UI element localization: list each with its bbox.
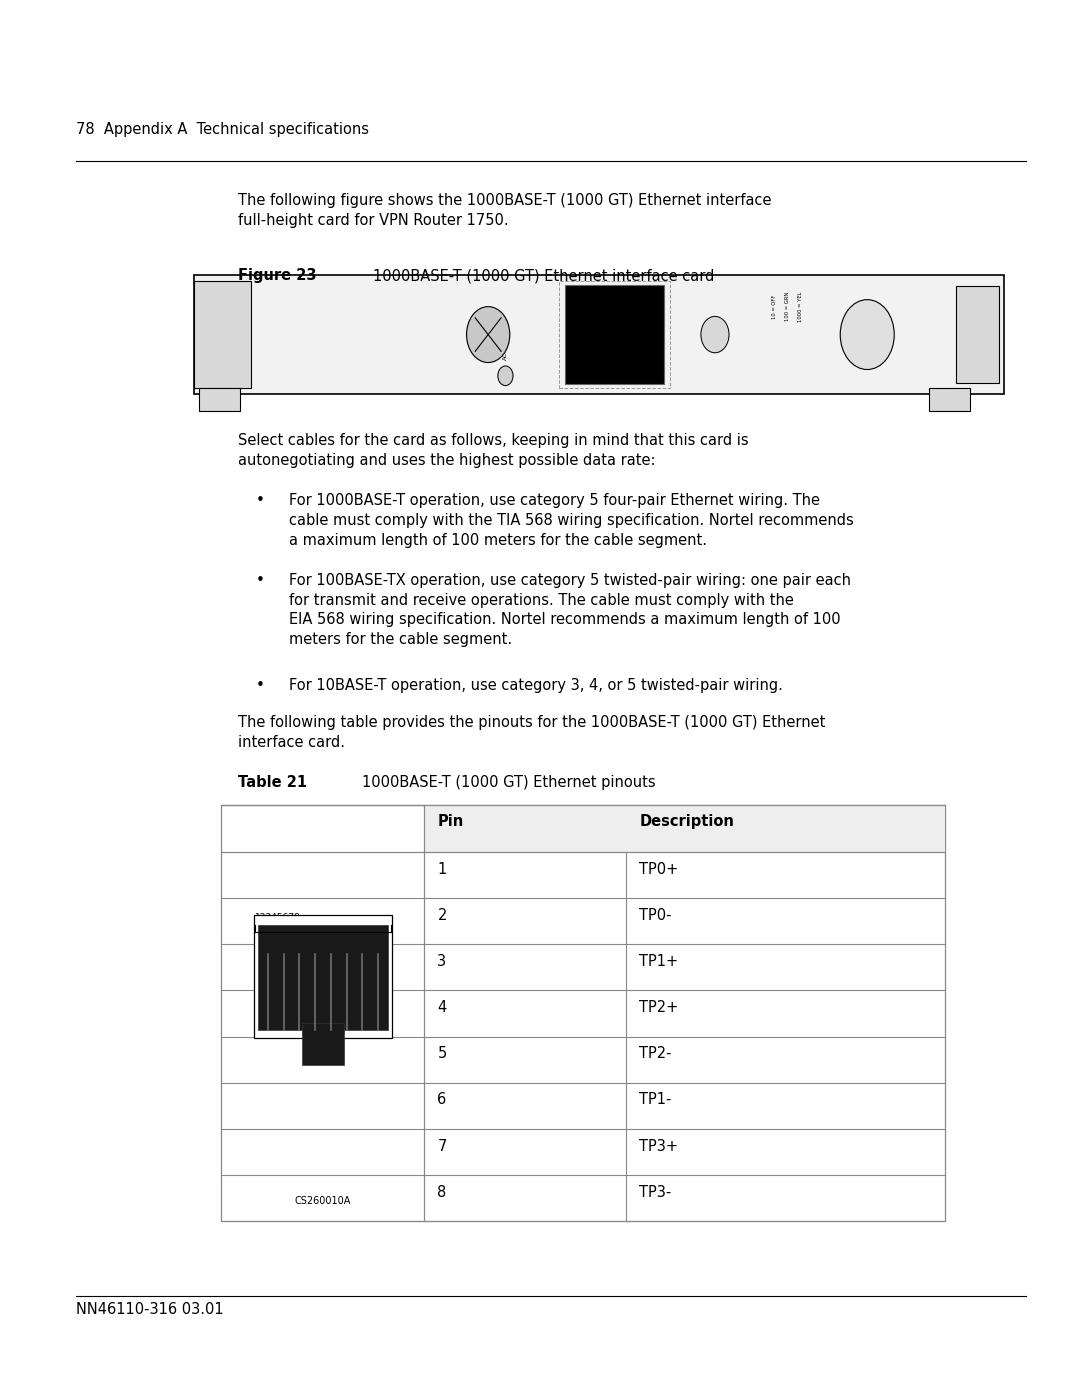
Text: 78  Appendix A  Technical specifications: 78 Appendix A Technical specifications: [76, 122, 368, 137]
Text: For 10BASE-T operation, use category 3, 4, or 5 twisted-pair wiring.: For 10BASE-T operation, use category 3, …: [289, 678, 783, 693]
Text: ACT/LNK: ACT/LNK: [503, 332, 508, 360]
Text: 2: 2: [437, 908, 447, 923]
Text: 8: 8: [437, 1185, 447, 1200]
Bar: [559, 281, 670, 388]
Bar: [194, 281, 251, 388]
Bar: [929, 388, 970, 411]
Bar: [254, 915, 392, 1038]
Text: TP0+: TP0+: [639, 862, 678, 877]
Text: Table 21: Table 21: [238, 775, 307, 791]
Text: 7: 7: [437, 1139, 447, 1154]
Text: For 100BASE-TX operation, use category 5 twisted-pair wiring: one pair each
for : For 100BASE-TX operation, use category 5…: [289, 573, 851, 647]
Bar: [258, 925, 388, 1030]
Text: 1000BASE-T (1000 GT) Ethernet interface card: 1000BASE-T (1000 GT) Ethernet interface …: [373, 268, 714, 284]
Text: Select cables for the card as follows, keeping in mind that this card is
autoneg: Select cables for the card as follows, k…: [238, 433, 748, 468]
Text: 4: 4: [437, 1000, 447, 1016]
Text: 1000BASE-T (1000 GT) Ethernet pinouts: 1000BASE-T (1000 GT) Ethernet pinouts: [362, 775, 656, 791]
Text: TP0-: TP0-: [639, 908, 672, 923]
Text: The following figure shows the 1000BASE-T (1000 GT) Ethernet interface
full-heig: The following figure shows the 1000BASE-…: [238, 193, 771, 228]
Circle shape: [467, 307, 510, 363]
Text: 100 = GRN: 100 = GRN: [785, 292, 791, 321]
Text: 5: 5: [437, 1046, 447, 1062]
Bar: [424, 805, 945, 852]
Bar: [194, 275, 1004, 394]
Circle shape: [498, 366, 513, 386]
Text: •: •: [256, 493, 265, 509]
Bar: [565, 285, 664, 384]
Bar: [956, 286, 999, 383]
Circle shape: [840, 300, 894, 369]
Text: TP1+: TP1+: [639, 954, 678, 970]
Text: 10 = OFF: 10 = OFF: [772, 295, 778, 319]
Text: 1: 1: [437, 862, 447, 877]
Bar: [221, 805, 945, 1221]
Text: 1000 = YEL: 1000 = YEL: [798, 292, 804, 321]
Text: •: •: [256, 573, 265, 588]
Text: Figure 23: Figure 23: [238, 268, 316, 284]
Circle shape: [701, 317, 729, 353]
Text: For 1000BASE-T operation, use category 5 four-pair Ethernet wiring. The
cable mu: For 1000BASE-T operation, use category 5…: [289, 493, 854, 548]
Text: 12345678: 12345678: [255, 914, 300, 922]
Text: TP2+: TP2+: [639, 1000, 678, 1016]
Text: TP2-: TP2-: [639, 1046, 672, 1062]
Text: CS260010A: CS260010A: [295, 1196, 351, 1206]
Text: NN46110-316 03.01: NN46110-316 03.01: [76, 1302, 224, 1317]
Text: TP3+: TP3+: [639, 1139, 678, 1154]
Text: 3: 3: [437, 954, 446, 970]
Bar: [302, 1023, 343, 1065]
Text: 6: 6: [437, 1092, 447, 1108]
Text: •: •: [256, 678, 265, 693]
Text: The following table provides the pinouts for the 1000BASE-T (1000 GT) Ethernet
i: The following table provides the pinouts…: [238, 715, 825, 750]
Text: Pin: Pin: [437, 814, 463, 830]
Bar: [199, 388, 240, 411]
Text: Description: Description: [639, 814, 734, 830]
Text: TP3-: TP3-: [639, 1185, 672, 1200]
Text: TP1-: TP1-: [639, 1092, 672, 1108]
